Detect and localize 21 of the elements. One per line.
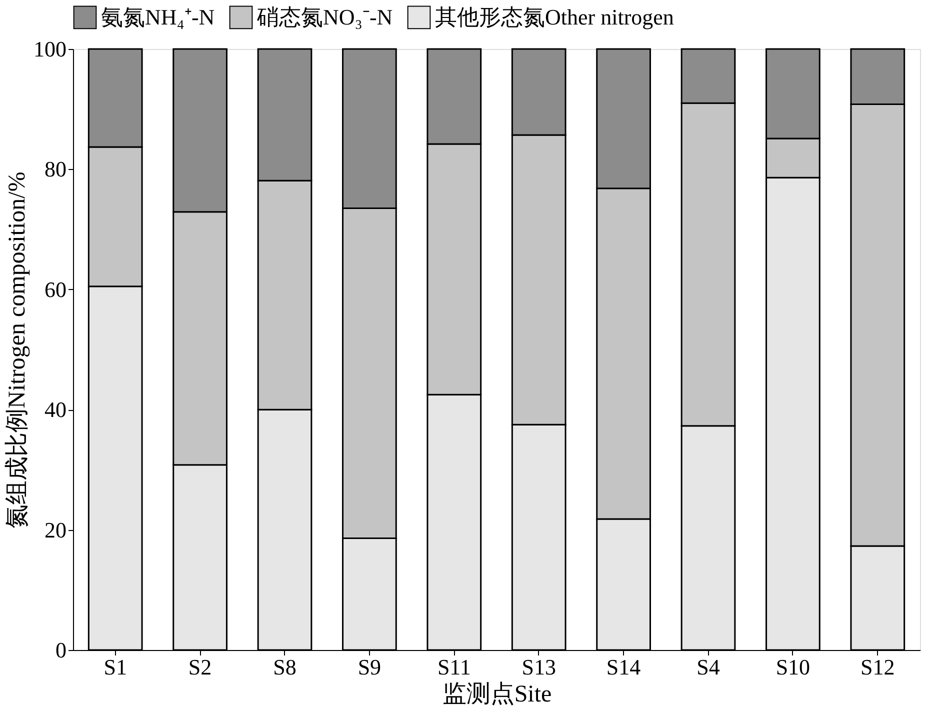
x-tick-label: S9	[358, 654, 382, 680]
legend-label: 氨氮NH₄⁺-N	[101, 4, 215, 30]
y-tick-label: 100	[34, 36, 66, 62]
y-axis-title: 氮组成比例Nitrogen composition/%	[4, 172, 30, 528]
y-tick-label: 60	[44, 276, 66, 302]
x-tick-label: S4	[696, 654, 720, 680]
x-tick-label: S1	[104, 654, 127, 680]
x-tick-label: S11	[437, 654, 471, 680]
legend-label: 其他形态氮Other nitrogen	[435, 4, 674, 30]
x-tick-label: S14	[606, 654, 641, 680]
y-tick-label: 20	[44, 517, 66, 542]
x-tick-label: S12	[860, 654, 895, 680]
x-tick-label: S2	[188, 654, 212, 680]
x-tick-label: S10	[776, 654, 810, 680]
x-tick-label: S8	[273, 654, 296, 680]
legend-label: 硝态氮NO₃⁻-N	[256, 4, 393, 30]
y-tick-label: 80	[44, 156, 66, 182]
x-tick-label: S13	[522, 654, 556, 680]
y-tick-label: 0	[56, 638, 66, 662]
y-tick-label: 40	[44, 397, 66, 422]
x-axis-title: 监测点Site	[442, 682, 552, 708]
